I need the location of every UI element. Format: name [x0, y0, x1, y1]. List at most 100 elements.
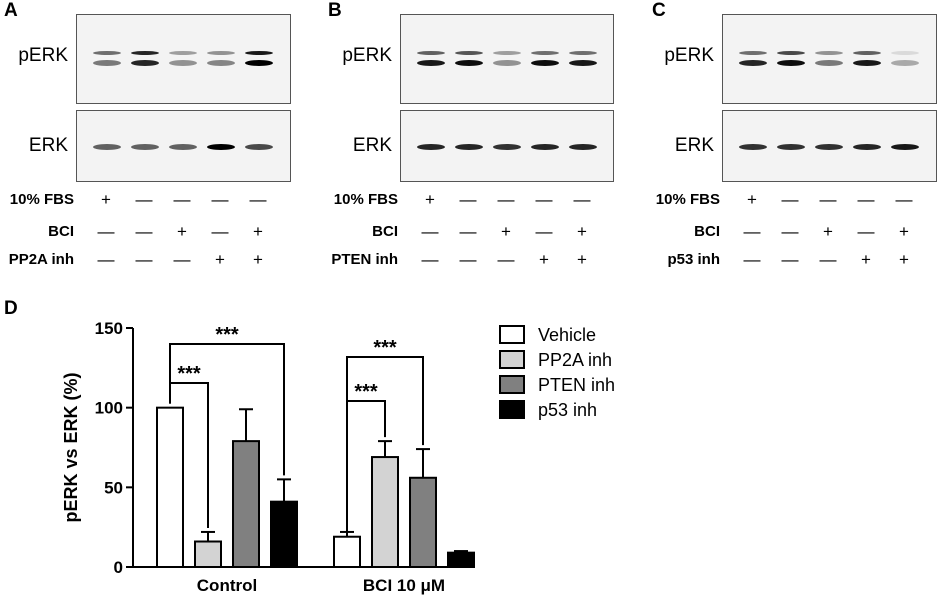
- condition-mark: —: [857, 222, 875, 241]
- erk-band: [569, 144, 597, 150]
- perk-band-upper: [777, 51, 805, 55]
- erk-blot: [400, 110, 614, 182]
- y-axis-label: pERK vs ERK (%): [61, 372, 81, 522]
- significance-label: ***: [373, 337, 397, 359]
- erk-band: [169, 144, 197, 150]
- erk-band: [93, 144, 121, 150]
- condition-mark: +: [823, 222, 833, 241]
- condition-label: p53 inh: [667, 251, 720, 268]
- perk-band-upper: [417, 51, 445, 55]
- category-label: BCI 10 μM: [363, 576, 445, 595]
- legend-label: PP2A inh: [538, 350, 612, 370]
- condition-mark: +: [253, 222, 263, 241]
- legend-label: Vehicle: [538, 325, 596, 345]
- perk-blot: [400, 14, 614, 104]
- perk-band-upper: [131, 51, 159, 55]
- condition-mark: +: [899, 250, 909, 269]
- erk-band: [777, 144, 805, 150]
- erk-band: [853, 144, 881, 150]
- condition-label: 10% FBS: [655, 191, 720, 208]
- condition-mark: —: [211, 190, 229, 209]
- condition-mark: —: [497, 190, 515, 209]
- y-tick-label: 50: [104, 478, 123, 497]
- condition-mark: —: [97, 250, 115, 269]
- condition-mark: —: [173, 250, 191, 269]
- perk-label: pERK: [18, 45, 68, 66]
- erk-band: [531, 144, 559, 150]
- condition-mark: +: [177, 222, 187, 241]
- erk-band: [245, 144, 273, 150]
- condition-mark: —: [781, 222, 799, 241]
- perk-band-lower: [455, 60, 483, 66]
- condition-mark: +: [577, 222, 587, 241]
- erk-band: [417, 144, 445, 150]
- condition-mark: —: [819, 250, 837, 269]
- perk-band-lower: [531, 60, 559, 66]
- perk-band-lower: [93, 60, 121, 66]
- condition-mark: —: [781, 250, 799, 269]
- condition-mark: —: [249, 190, 267, 209]
- perk-band-upper: [853, 51, 881, 55]
- condition-mark: +: [253, 250, 263, 269]
- legend-swatch: [499, 350, 525, 369]
- condition-mark: —: [743, 250, 761, 269]
- condition-mark: —: [459, 190, 477, 209]
- bar: [333, 535, 361, 569]
- condition-mark: —: [459, 250, 477, 269]
- erk-band: [891, 144, 919, 150]
- condition-mark: —: [97, 222, 115, 241]
- legend-swatch: [499, 400, 525, 419]
- significance-bracket: [346, 356, 424, 532]
- perk-band-lower: [891, 60, 919, 66]
- condition-label: BCI: [48, 223, 74, 240]
- condition-mark: —: [781, 190, 799, 209]
- erk-band: [739, 144, 767, 150]
- perk-band-lower: [777, 60, 805, 66]
- condition-mark: —: [421, 250, 439, 269]
- erk-label: ERK: [352, 135, 392, 156]
- perk-label: pERK: [342, 45, 392, 66]
- bar: [194, 540, 222, 568]
- condition-mark: +: [539, 250, 549, 269]
- perk-band-upper: [739, 51, 767, 55]
- condition-mark: —: [573, 190, 591, 209]
- significance-label: ***: [215, 324, 239, 346]
- condition-mark: —: [211, 222, 229, 241]
- perk-band-lower: [569, 60, 597, 66]
- perk-blot: [76, 14, 291, 104]
- condition-mark: —: [857, 190, 875, 209]
- condition-mark: +: [747, 190, 757, 209]
- erk-band: [493, 144, 521, 150]
- erk-label: ERK: [28, 135, 68, 156]
- panel-letter-d: D: [4, 298, 18, 319]
- condition-mark: —: [535, 190, 553, 209]
- bar: [232, 440, 260, 569]
- perk-band-lower: [417, 60, 445, 66]
- y-tick-label: 100: [95, 399, 123, 418]
- perk-band-upper: [245, 51, 273, 55]
- legend-swatch: [499, 325, 525, 344]
- condition-mark: —: [421, 222, 439, 241]
- condition-mark: —: [497, 250, 515, 269]
- perk-band-lower: [493, 60, 521, 66]
- y-tick-label: 0: [114, 558, 123, 577]
- significance-bracket: [169, 382, 209, 528]
- legend-label: PTEN inh: [538, 375, 615, 395]
- bar: [156, 406, 184, 568]
- condition-label: PP2A inh: [8, 251, 74, 268]
- perk-band-lower: [739, 60, 767, 66]
- condition-mark: —: [135, 190, 153, 209]
- perk-band-upper: [493, 51, 521, 55]
- erk-label: ERK: [674, 135, 714, 156]
- perk-band-lower: [853, 60, 881, 66]
- condition-mark: —: [743, 222, 761, 241]
- perk-band-upper: [455, 51, 483, 55]
- condition-label: BCI: [694, 223, 720, 240]
- legend-swatch: [499, 375, 525, 394]
- condition-mark: —: [895, 190, 913, 209]
- perk-band-upper: [93, 51, 121, 55]
- y-tick-label: 150: [95, 319, 123, 338]
- legend-label: p53 inh: [538, 400, 597, 420]
- erk-blot: [76, 110, 291, 182]
- perk-band-lower: [131, 60, 159, 66]
